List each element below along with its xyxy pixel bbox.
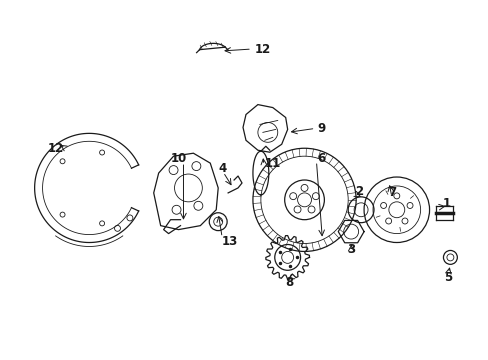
Text: 7: 7 — [387, 186, 395, 199]
Text: 6: 6 — [317, 152, 325, 165]
Text: 9: 9 — [317, 122, 325, 135]
Text: 11: 11 — [264, 157, 281, 170]
Text: 2: 2 — [354, 185, 363, 198]
Text: 12: 12 — [48, 142, 64, 155]
Text: 12: 12 — [254, 42, 271, 55]
Text: 4: 4 — [218, 162, 226, 175]
Text: 13: 13 — [222, 235, 238, 248]
Text: 10: 10 — [170, 152, 186, 165]
Text: 5: 5 — [444, 271, 451, 284]
Text: 3: 3 — [346, 243, 354, 256]
Text: 8: 8 — [285, 276, 293, 289]
Text: 1: 1 — [442, 197, 449, 210]
